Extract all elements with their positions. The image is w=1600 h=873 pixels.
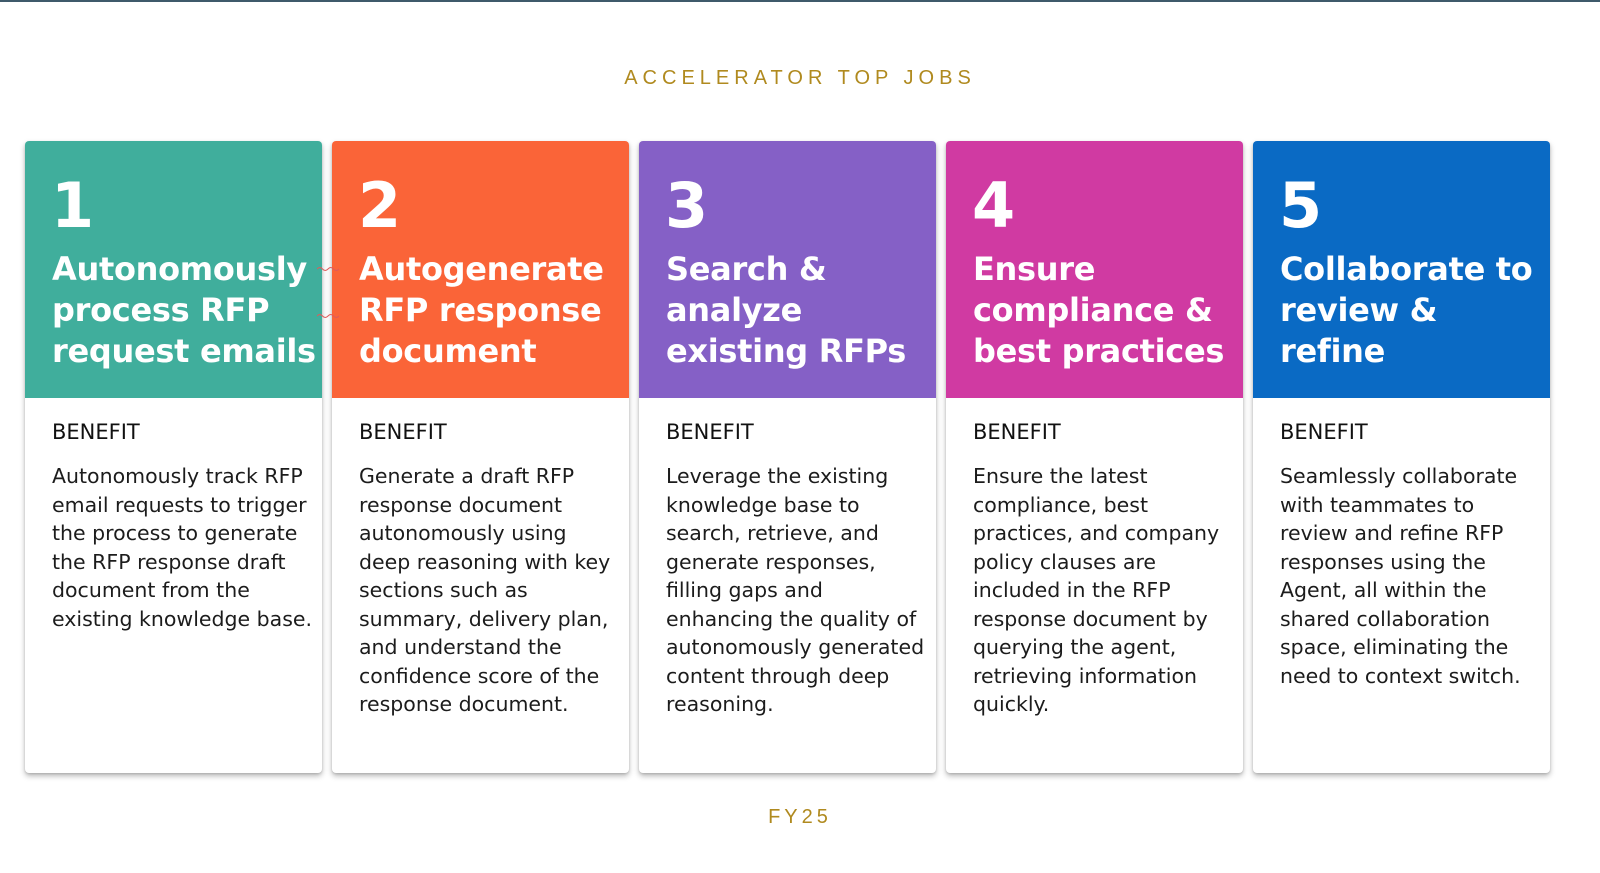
card-1-number: 1: [51, 169, 95, 242]
card-4-body: BENEFIT Ensure the latest compliance, be…: [946, 398, 1243, 773]
card-3-header: 3 Search & analyze existing RFPs: [639, 141, 936, 398]
card-3: 3 Search & analyze existing RFPs BENEFIT…: [639, 141, 936, 773]
squiggle-mark-lower: [317, 314, 339, 318]
card-5-header: 5 Collaborate to review & refine: [1253, 141, 1550, 398]
card-3-benefit-label: BENEFIT: [666, 420, 754, 444]
cards-row: 1 Autonomously process RFP request email…: [25, 141, 1580, 773]
card-3-title: Search & analyze existing RFPs: [666, 250, 906, 370]
card-5-number: 5: [1279, 169, 1323, 242]
card-2-title: Autogenerate RFP response document: [359, 250, 604, 370]
card-4-header: 4 Ensure compliance & best practices: [946, 141, 1243, 398]
card-2-number: 2: [358, 169, 402, 242]
card-5-benefit-text: Seamlessly collaborate with teammates to…: [1280, 464, 1521, 688]
card-2-body: BENEFIT Generate a draft RFP response do…: [332, 398, 629, 773]
card-1-body: BENEFIT Autonomously track RFP email req…: [25, 398, 322, 773]
top-divider: [0, 0, 1600, 2]
card-4-benefit-text: Ensure the latest compliance, best pract…: [973, 464, 1220, 716]
page-title: ACCELERATOR TOP JOBS: [624, 67, 976, 89]
footer-label: FY25: [768, 806, 832, 828]
card-5: 5 Collaborate to review & refine BENEFIT…: [1253, 141, 1550, 773]
card-3-body: BENEFIT Leverage the existing knowledge …: [639, 398, 936, 773]
card-4-title: Ensure compliance & best practices: [973, 250, 1225, 370]
card-3-number: 3: [665, 169, 709, 242]
card-5-benefit-label: BENEFIT: [1280, 420, 1368, 444]
card-4-number: 4: [972, 169, 1016, 242]
card-2-benefit-label: BENEFIT: [359, 420, 447, 444]
card-1-benefit-label: BENEFIT: [52, 420, 140, 444]
card-3-benefit-text: Leverage the existing knowledge base to …: [666, 464, 925, 716]
card-2-benefit-text: Generate a draft RFP response document a…: [359, 464, 611, 716]
card-5-body: BENEFIT Seamlessly collaborate with team…: [1253, 398, 1550, 773]
card-1-benefit-text: Autonomously track RFP email requests to…: [52, 464, 313, 631]
card-1: 1 Autonomously process RFP request email…: [25, 141, 322, 773]
card-4: 4 Ensure compliance & best practices BEN…: [946, 141, 1243, 773]
card-1-header: 1 Autonomously process RFP request email…: [25, 141, 322, 398]
card-5-title: Collaborate to review & refine: [1280, 250, 1533, 370]
card-4-benefit-label: BENEFIT: [973, 420, 1061, 444]
card-2-header: 2 Autogenerate RFP response document: [332, 141, 629, 398]
squiggle-mark-upper: [317, 267, 339, 271]
card-1-title: Autonomously process RFP request emails: [52, 250, 316, 370]
card-2: 2 Autogenerate RFP response document BEN…: [332, 141, 629, 773]
